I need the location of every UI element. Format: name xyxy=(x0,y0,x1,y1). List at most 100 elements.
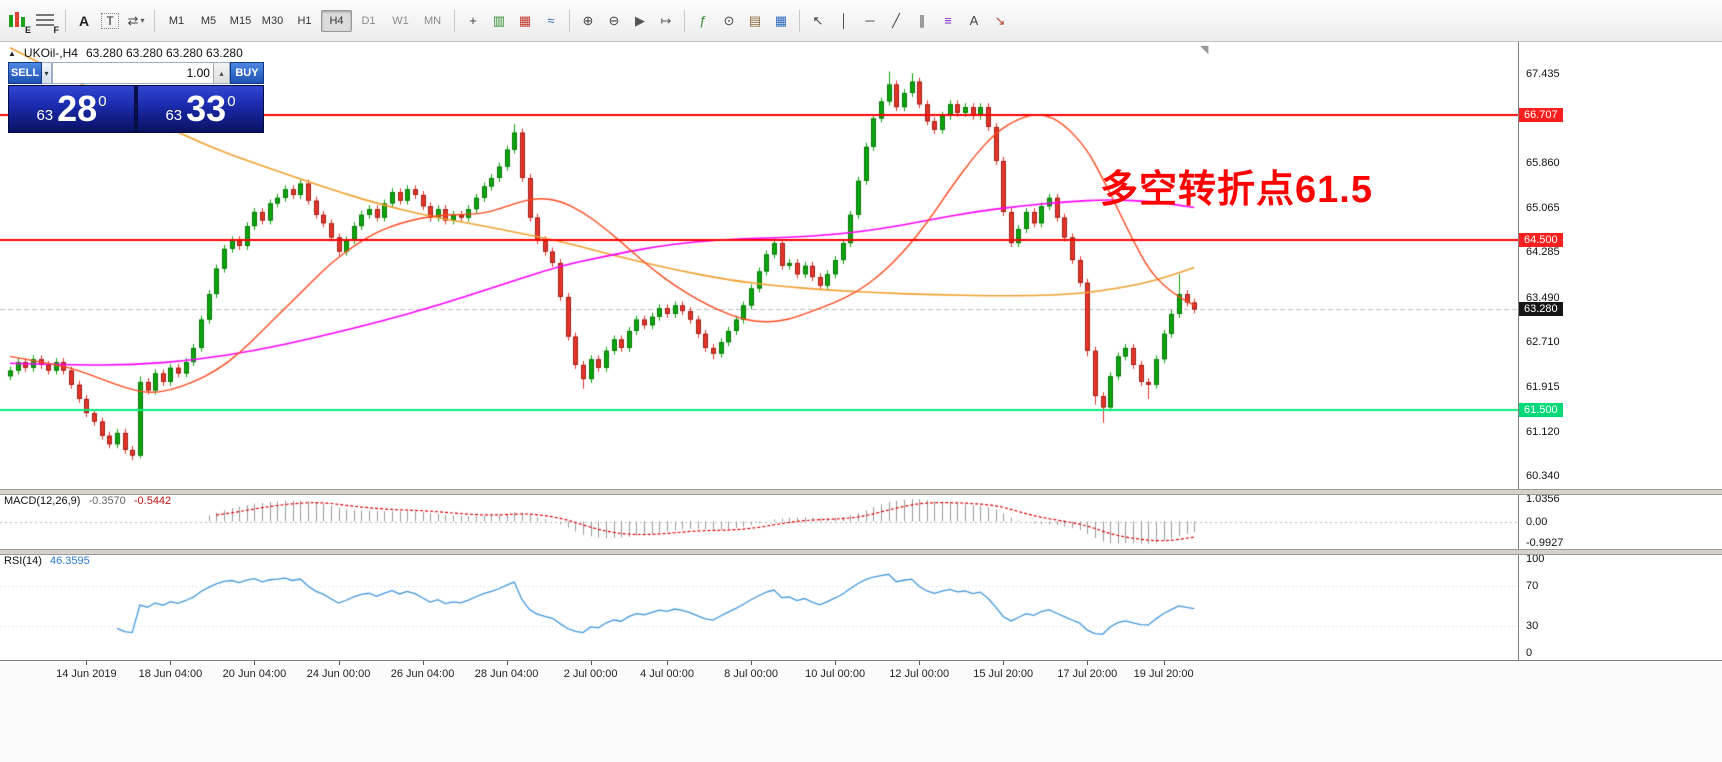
text-object-button[interactable]: T xyxy=(98,9,122,33)
ask-integer: 63 xyxy=(165,106,183,124)
sell-button[interactable]: SELL xyxy=(8,62,43,84)
current-price-tag: 63.280 xyxy=(1519,302,1563,317)
time-axis-label: 28 Jun 04:00 xyxy=(474,668,539,680)
volume-stepper[interactable]: ▴ xyxy=(212,63,229,83)
toolbar-separator xyxy=(799,9,800,32)
rsi-canvas[interactable] xyxy=(0,553,1518,659)
templates-icon[interactable]: ▤ xyxy=(748,12,762,28)
timeframe-group: M1 M5 M15 M30 H1 H4 D1 W1 MN xyxy=(161,9,448,32)
rsi-indicator-pane[interactable]: RSI(14) 46.3595 xyxy=(0,553,1518,659)
periods-icon[interactable]: ⊙ xyxy=(723,12,735,28)
zoom-in-icon[interactable]: ⊕ xyxy=(582,12,594,28)
swap-arrows-icon: ⇄ xyxy=(127,12,139,28)
time-axis[interactable]: 14 Jun 2019 18 Jun 04:00 20 Jun 04:00 24 Ju… xyxy=(0,660,1722,762)
volume-input[interactable] xyxy=(52,63,213,83)
text-label-icon[interactable]: A xyxy=(969,13,979,28)
ask-point: 0 xyxy=(227,92,236,110)
trendline-icon[interactable]: ╱ xyxy=(892,12,900,28)
sell-options-dropdown[interactable]: ▾ xyxy=(42,62,52,84)
chart-shift-icon[interactable]: ↦ xyxy=(660,12,672,28)
swap-tool-button[interactable]: ⇄ ▾ xyxy=(124,9,148,33)
macd-indicator-pane[interactable]: MACD(12,26,9) -0.3570 -0.5442 xyxy=(0,493,1518,549)
candle-bar xyxy=(15,11,19,27)
bid-price-panel[interactable]: 63 28 0 xyxy=(8,85,135,133)
volume-box: ▴ xyxy=(51,62,230,84)
toolbar-separator xyxy=(569,9,570,32)
horizontal-line-icon[interactable]: ─ xyxy=(865,13,875,28)
scroll-end-marker-icon[interactable]: ◥ xyxy=(1200,44,1209,56)
grid-icon[interactable]: ▦ xyxy=(774,12,788,28)
time-axis-label: 8 Jul 00:00 xyxy=(724,668,778,680)
chart-title: ▲ UKOil-,H4 63.280 63.280 63.280 63.280 xyxy=(8,46,243,60)
bid-pips: 28 xyxy=(57,88,98,129)
price-axis-label: 60.340 xyxy=(1526,469,1560,482)
hline-price-tag: 64.500 xyxy=(1519,233,1563,248)
macd-canvas[interactable] xyxy=(0,493,1518,549)
bid-integer: 63 xyxy=(36,106,54,124)
indicators-icon[interactable]: ƒ xyxy=(699,13,707,28)
pane-separator[interactable] xyxy=(0,489,1722,495)
time-axis-label: 19 Jul 20:00 xyxy=(1133,668,1194,680)
price-axis-label: 65.860 xyxy=(1526,157,1560,170)
crosshair-icon[interactable]: + xyxy=(469,13,477,28)
toolbar-icon-cluster: + ▥ ▦ ≈ ⊕ ⊖ ▶ ↦ ƒ ⊙ ▤ ▦ ↖ │ ─ ╱ ∥ ≡ A ↘ xyxy=(461,9,1012,32)
price-axis[interactable]: 67.435 65.860 65.065 64.285 63.490 62.710 61.9… xyxy=(1518,42,1722,660)
levels-profile-f-icon[interactable]: F xyxy=(33,8,60,35)
bid-point: 0 xyxy=(98,92,107,110)
time-axis-tick xyxy=(1003,661,1005,665)
price-axis-label: 67.435 xyxy=(1526,68,1560,80)
price-axis-label: 63.490 xyxy=(1526,291,1560,304)
timeframe-m5-button[interactable]: M5 xyxy=(200,14,217,27)
rsi-label: RSI(14) 46.3595 xyxy=(4,555,95,567)
timeframe-h4-button[interactable]: H4 xyxy=(321,9,352,32)
timeframe-m1-button[interactable]: M1 xyxy=(168,14,185,27)
pane-separator[interactable] xyxy=(0,549,1722,555)
timeframe-m30-button[interactable]: M30 xyxy=(261,14,284,27)
timeframe-mn-button[interactable]: MN xyxy=(423,14,442,27)
chart-annotation[interactable]: 多空转折点61.5 xyxy=(1100,169,1373,211)
cursor-icon[interactable]: ↖ xyxy=(812,12,824,28)
time-axis-label: 2 Jul 00:00 xyxy=(563,668,618,680)
timeframe-h1-button[interactable]: H1 xyxy=(297,14,312,27)
time-axis-tick xyxy=(835,661,837,665)
price-chart-pane[interactable]: ▲ UKOil-,H4 63.280 63.280 63.280 63.280 … xyxy=(0,42,1518,489)
auto-scroll-icon[interactable]: ▶ xyxy=(635,12,645,28)
zoom-out-icon[interactable]: ⊖ xyxy=(608,12,620,28)
arrow-object-icon[interactable]: ↘ xyxy=(994,12,1006,28)
rsi-name: RSI(14) xyxy=(4,555,42,567)
timeframe-d1-button[interactable]: D1 xyxy=(361,14,376,27)
time-axis-label: 26 Jun 04:00 xyxy=(390,668,455,680)
time-axis-label: 24 Jun 00:00 xyxy=(306,668,371,680)
timeframe-m15-button[interactable]: M15 xyxy=(229,14,252,27)
time-axis-tick xyxy=(1163,661,1165,665)
buy-button[interactable]: BUY xyxy=(229,62,264,84)
time-axis-tick xyxy=(919,661,921,665)
time-axis-label: 12 Jul 00:00 xyxy=(889,668,950,680)
parallel-channel-icon[interactable]: ∥ xyxy=(918,12,926,28)
candle-bar xyxy=(9,14,13,27)
list-lines xyxy=(36,13,54,27)
rsi-axis-label: 70 xyxy=(1526,580,1539,593)
corner-letter: E xyxy=(24,24,31,35)
price-axis-label: 64.285 xyxy=(1526,246,1560,259)
time-axis-tick xyxy=(1087,661,1089,665)
text-object-glyph: T xyxy=(101,12,119,29)
ask-pips: 33 xyxy=(186,88,227,129)
line-chart-icon[interactable]: ≈ xyxy=(547,13,555,28)
time-axis-tick xyxy=(170,661,172,665)
panel-collapse-icon[interactable]: ▲ xyxy=(8,48,16,58)
one-click-trading-panel: SELL ▾ ▴ BUY 63 28 0 xyxy=(8,62,264,133)
bar-chart-icon[interactable]: ▥ xyxy=(492,12,506,28)
vertical-line-icon[interactable]: │ xyxy=(839,13,849,28)
fibonacci-icon[interactable]: ≡ xyxy=(944,13,952,28)
chart-profile-e-icon[interactable]: E xyxy=(5,8,31,35)
ask-price-panel[interactable]: 63 33 0 xyxy=(137,85,264,133)
macd-axis-label: -0.9927 xyxy=(1526,537,1564,549)
font-tool-button[interactable]: A xyxy=(78,12,90,29)
corner-letter: F xyxy=(53,24,60,35)
rsi-value: 46.3595 xyxy=(49,555,90,567)
chevron-up-icon: ▴ xyxy=(219,68,224,78)
candlestick-chart-icon[interactable]: ▦ xyxy=(518,12,532,28)
timeframe-w1-button[interactable]: W1 xyxy=(392,14,409,27)
macd-label: MACD(12,26,9) -0.3570 -0.5442 xyxy=(4,495,176,507)
